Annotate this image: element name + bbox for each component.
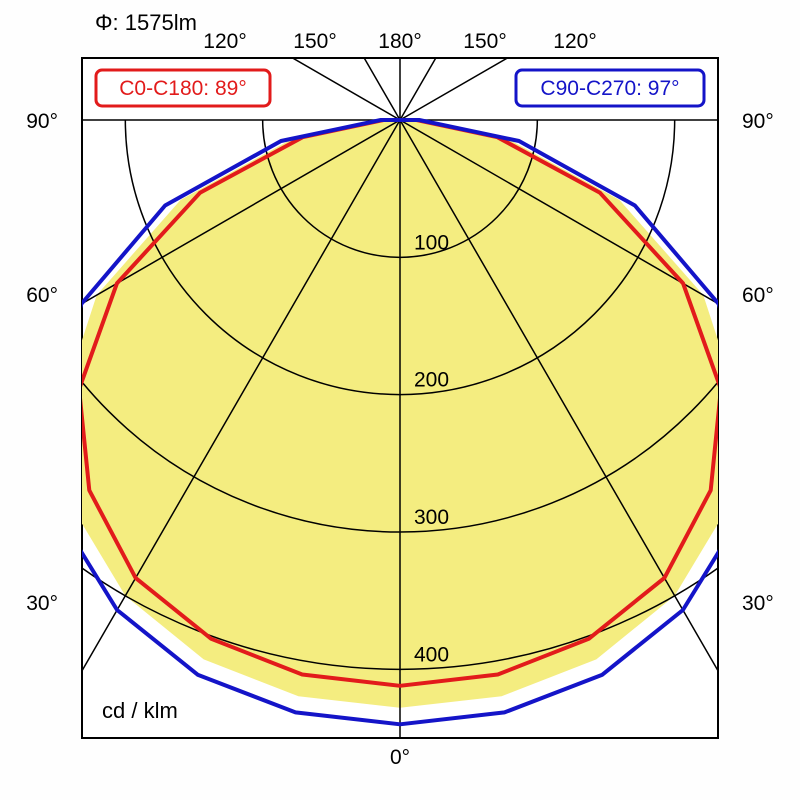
angle-label: 120° <box>203 30 246 53</box>
angle-label: 60° <box>26 284 58 307</box>
ring-label: 300 <box>414 506 449 529</box>
angle-label: 30° <box>26 592 58 615</box>
legend-label-c0: C0-C180: 89° <box>119 77 246 100</box>
angle-label: 150° <box>463 30 506 53</box>
angle-label: 30° <box>742 592 774 615</box>
angle-label: 90° <box>742 110 774 133</box>
ring-label: 200 <box>414 369 449 392</box>
ring-label: 400 <box>414 643 449 666</box>
angle-label: 90° <box>26 110 58 133</box>
angle-label: 120° <box>553 30 596 53</box>
angle-label: 0° <box>390 746 410 769</box>
unit-label: cd / klm <box>102 698 178 723</box>
flux-label: Φ: 1575lm <box>95 10 197 35</box>
photometric-polar-chart: 100 200 300 400 120° 150° 180° 150° 120° 90° 60° 30… <box>0 0 800 800</box>
angle-label: 60° <box>742 284 774 307</box>
ring-label: 100 <box>414 231 449 254</box>
legend-label-c90: C90-C270: 97° <box>540 77 679 100</box>
angle-label: 150° <box>293 30 336 53</box>
angle-label: 180° <box>378 30 421 53</box>
